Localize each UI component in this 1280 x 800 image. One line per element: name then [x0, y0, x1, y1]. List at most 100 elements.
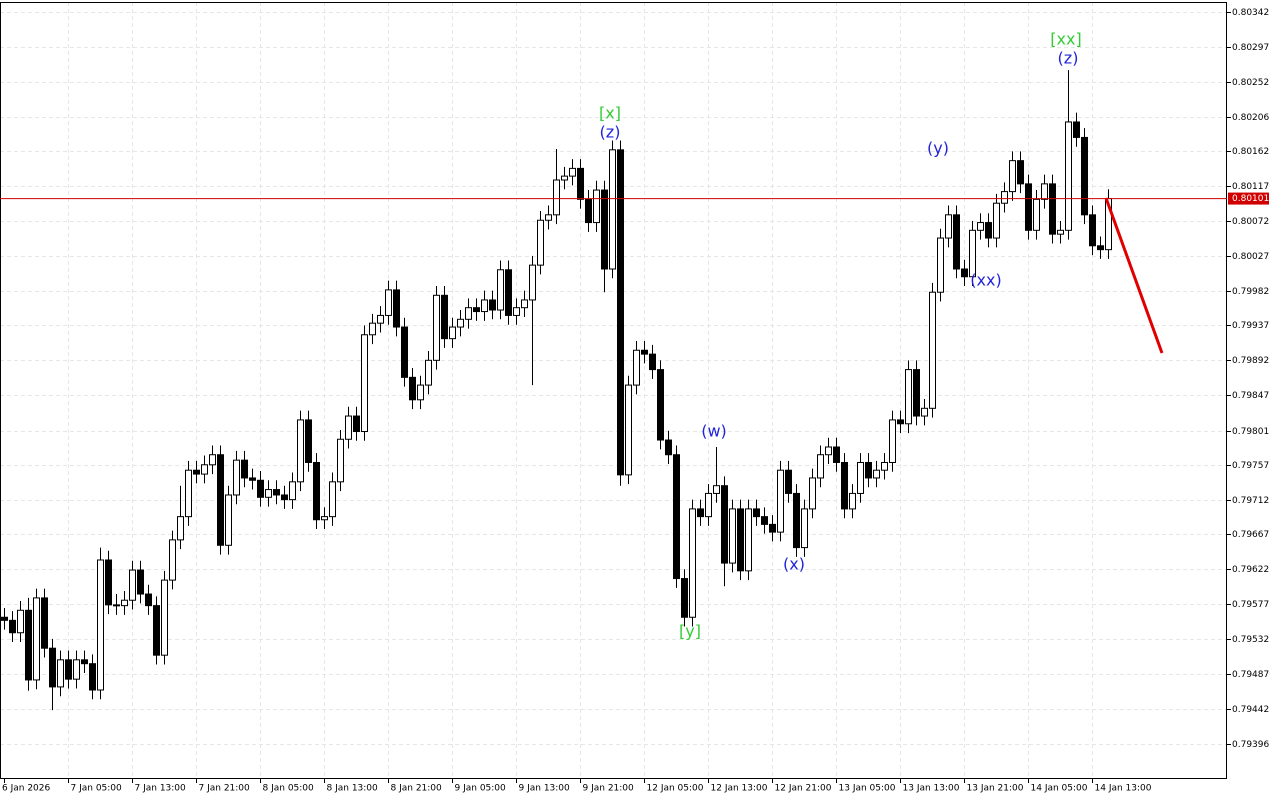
y-tick-label: 0.79577	[1232, 600, 1269, 610]
candle-body	[865, 461, 872, 479]
candle-body	[817, 454, 824, 479]
candle-body	[1065, 121, 1072, 231]
candle-body	[369, 322, 376, 336]
candle-body	[145, 593, 152, 607]
candle-body	[697, 508, 704, 518]
y-tick-label: 0.79532	[1232, 635, 1269, 645]
wave-label: (xx)	[970, 271, 1001, 290]
candle-body	[113, 604, 120, 607]
candle-body	[233, 459, 240, 496]
candle-body	[185, 469, 192, 518]
candle-body	[513, 307, 520, 316]
candle-body	[993, 202, 1000, 239]
candle-body	[577, 167, 584, 200]
candle-body	[985, 222, 992, 239]
candle-body	[217, 454, 224, 546]
x-tick-label: 13 Jan 13:00	[903, 784, 960, 794]
candle-body	[273, 489, 280, 496]
y-tick-label: 0.79757	[1232, 461, 1269, 471]
x-tick-label: 13 Jan 21:00	[967, 784, 1024, 794]
plot-frame	[0, 2, 1227, 779]
candle-body	[945, 214, 952, 239]
candle-body	[97, 559, 104, 691]
x-tick-label: 12 Jan 05:00	[647, 784, 704, 794]
candle-body	[313, 461, 320, 521]
candle-body	[753, 508, 760, 518]
candle-body	[177, 516, 184, 541]
candle-body	[849, 492, 856, 510]
candle-body	[153, 605, 160, 656]
candle-body	[169, 539, 176, 581]
y-tick-label: 0.80162	[1232, 147, 1269, 157]
candle-body	[1033, 198, 1040, 231]
candle-body	[73, 659, 80, 680]
candle-body	[825, 446, 832, 456]
candle-body	[617, 149, 624, 476]
candle-body	[545, 214, 552, 221]
wave-label: [x]	[599, 104, 621, 123]
candle-body	[473, 307, 480, 313]
candle-body	[801, 508, 808, 549]
wave-label: [xx]	[1050, 30, 1081, 49]
x-tick-label: 9 Jan 21:00	[583, 784, 635, 794]
candle-body	[241, 459, 248, 479]
candle-body	[969, 229, 976, 278]
candle-body	[481, 299, 488, 313]
y-tick-label: 0.80117	[1232, 182, 1269, 192]
candle-body	[737, 508, 744, 572]
y-tick-label: 0.80297	[1232, 43, 1269, 53]
candle-body	[161, 579, 168, 656]
candle-body	[105, 559, 112, 606]
x-tick-label: 8 Jan 13:00	[327, 784, 379, 794]
candle-body	[953, 214, 960, 270]
candle-body	[25, 609, 32, 681]
candle-body	[1089, 214, 1096, 247]
candle-body	[585, 198, 592, 224]
candle-body	[609, 149, 616, 270]
x-tick-label: 7 Jan 13:00	[135, 784, 187, 794]
candle-body	[441, 294, 448, 340]
candle-body	[937, 237, 944, 293]
wave-label: (x)	[783, 555, 805, 574]
candle-body	[257, 479, 264, 498]
candle-body	[297, 419, 304, 483]
candle-body	[17, 609, 24, 634]
candle-body	[841, 461, 848, 510]
y-tick-label: 0.79801	[1232, 427, 1269, 437]
candle-body	[553, 179, 560, 216]
x-tick-label: 12 Jan 21:00	[775, 784, 832, 794]
y-tick-label: 0.79892	[1232, 356, 1269, 366]
candle-body	[305, 419, 312, 463]
candle-body	[201, 464, 208, 475]
candle-body	[873, 469, 880, 479]
candle-body	[505, 269, 512, 316]
candle-body	[1081, 136, 1088, 216]
wave-label: (w)	[701, 422, 727, 441]
candle-body	[225, 494, 232, 546]
candle-body	[417, 384, 424, 401]
candle-body	[665, 439, 672, 456]
wave-label: (z)	[600, 123, 621, 142]
candle-body	[385, 289, 392, 316]
candle-body	[129, 569, 136, 601]
candle-body	[657, 369, 664, 441]
x-tick-label: 8 Jan 21:00	[391, 784, 443, 794]
candle-body	[889, 419, 896, 463]
y-tick-label: 0.79396	[1232, 740, 1269, 750]
candle-body	[249, 477, 256, 481]
candle-body	[793, 492, 800, 549]
candle-body	[33, 597, 40, 681]
candle-body	[361, 334, 368, 433]
candle-body	[905, 369, 912, 425]
candle-body	[689, 508, 696, 618]
candle-body	[329, 481, 336, 518]
candle-body	[65, 659, 72, 680]
candle-body	[1041, 183, 1048, 200]
candle-body	[465, 307, 472, 320]
candle-body	[193, 469, 200, 475]
candle-body	[1073, 121, 1080, 138]
grid	[0, 2, 1227, 779]
candle-body	[1049, 183, 1056, 235]
current-price-label: 0.80101	[1232, 194, 1269, 204]
candle-body	[265, 489, 272, 498]
